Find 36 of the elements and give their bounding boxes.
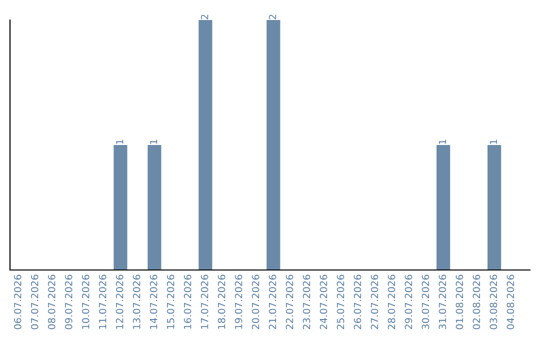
x-tick-label: 22.07.2026 [286,274,294,330]
x-tick-label: 06.07.2026 [14,274,22,330]
x-tick-label: 11.07.2026 [98,274,106,329]
x-tick-label: 17.07.2026 [200,274,208,329]
data-label: 1 [490,140,497,144]
data-label: 2 [200,14,208,20]
x-tick-label: 02.08.2026 [472,274,480,330]
x-tick-label: 19.07.2026 [234,274,242,329]
x-tick-label: 26.07.2026 [354,274,362,330]
x-tick-label: 31.07.2026 [438,274,446,330]
x-tick-label: 14.07.2026 [150,274,158,329]
x-tick-label: 28.07.2026 [388,274,396,330]
x-tick-label: 21.07.2026 [268,274,276,330]
x-tick-label: 07.07.2026 [30,274,38,330]
x-tick-label: 03.08.2026 [490,274,498,330]
x-tick-label: 30.07.2026 [422,274,430,330]
x-tick-label: 18.07.2026 [218,274,226,329]
x-tick-label: 12.07.2026 [116,274,124,329]
data-label: 1 [438,140,446,144]
x-tick-label: 09.07.2026 [64,274,72,330]
x-tick-label: 10.07.2026 [82,274,90,329]
x-tick-label: 20.07.2026 [252,274,260,330]
x-tick-label: 16.07.2026 [184,274,192,329]
x-tick-label: 27.07.2026 [370,274,378,330]
x-tick-label: 01.08.2026 [456,274,464,330]
data-label: 1 [116,140,124,144]
x-tick-label: 13.07.2026 [132,274,140,329]
x-tick-label: 23.07.2026 [302,274,310,330]
x-tick-label: 04.08.2026 [506,274,514,330]
x-tick-label: 29.07.2026 [404,274,412,330]
x-tick-label: 24.07.2026 [320,274,328,330]
data-label: 1 [150,140,158,144]
x-tick-label: 25.07.2026 [336,274,344,330]
x-tick-label: 15.07.2026 [166,274,174,329]
x-tick-label: 08.07.2026 [48,274,56,330]
data-label: 2 [268,14,276,20]
